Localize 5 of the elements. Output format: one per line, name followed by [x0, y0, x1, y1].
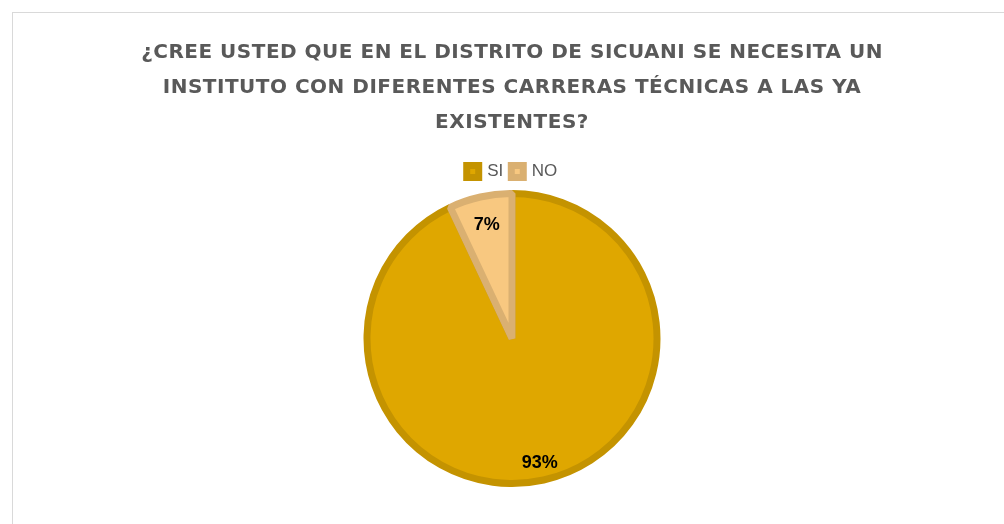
data-label: 93%	[521, 452, 558, 472]
legend-label: NO	[531, 161, 558, 181]
data-label: 7%	[473, 214, 500, 235]
chart-title: ¿CREE USTED QUE EN EL DISTRITO DE SICUANI SE NECESITA UN INSTITUTO CON DIFERENTES CARRERAS TÉCNICAS A LAS YA EXISTENTES?	[140, 38, 884, 135]
legend-label: SI	[487, 161, 504, 181]
